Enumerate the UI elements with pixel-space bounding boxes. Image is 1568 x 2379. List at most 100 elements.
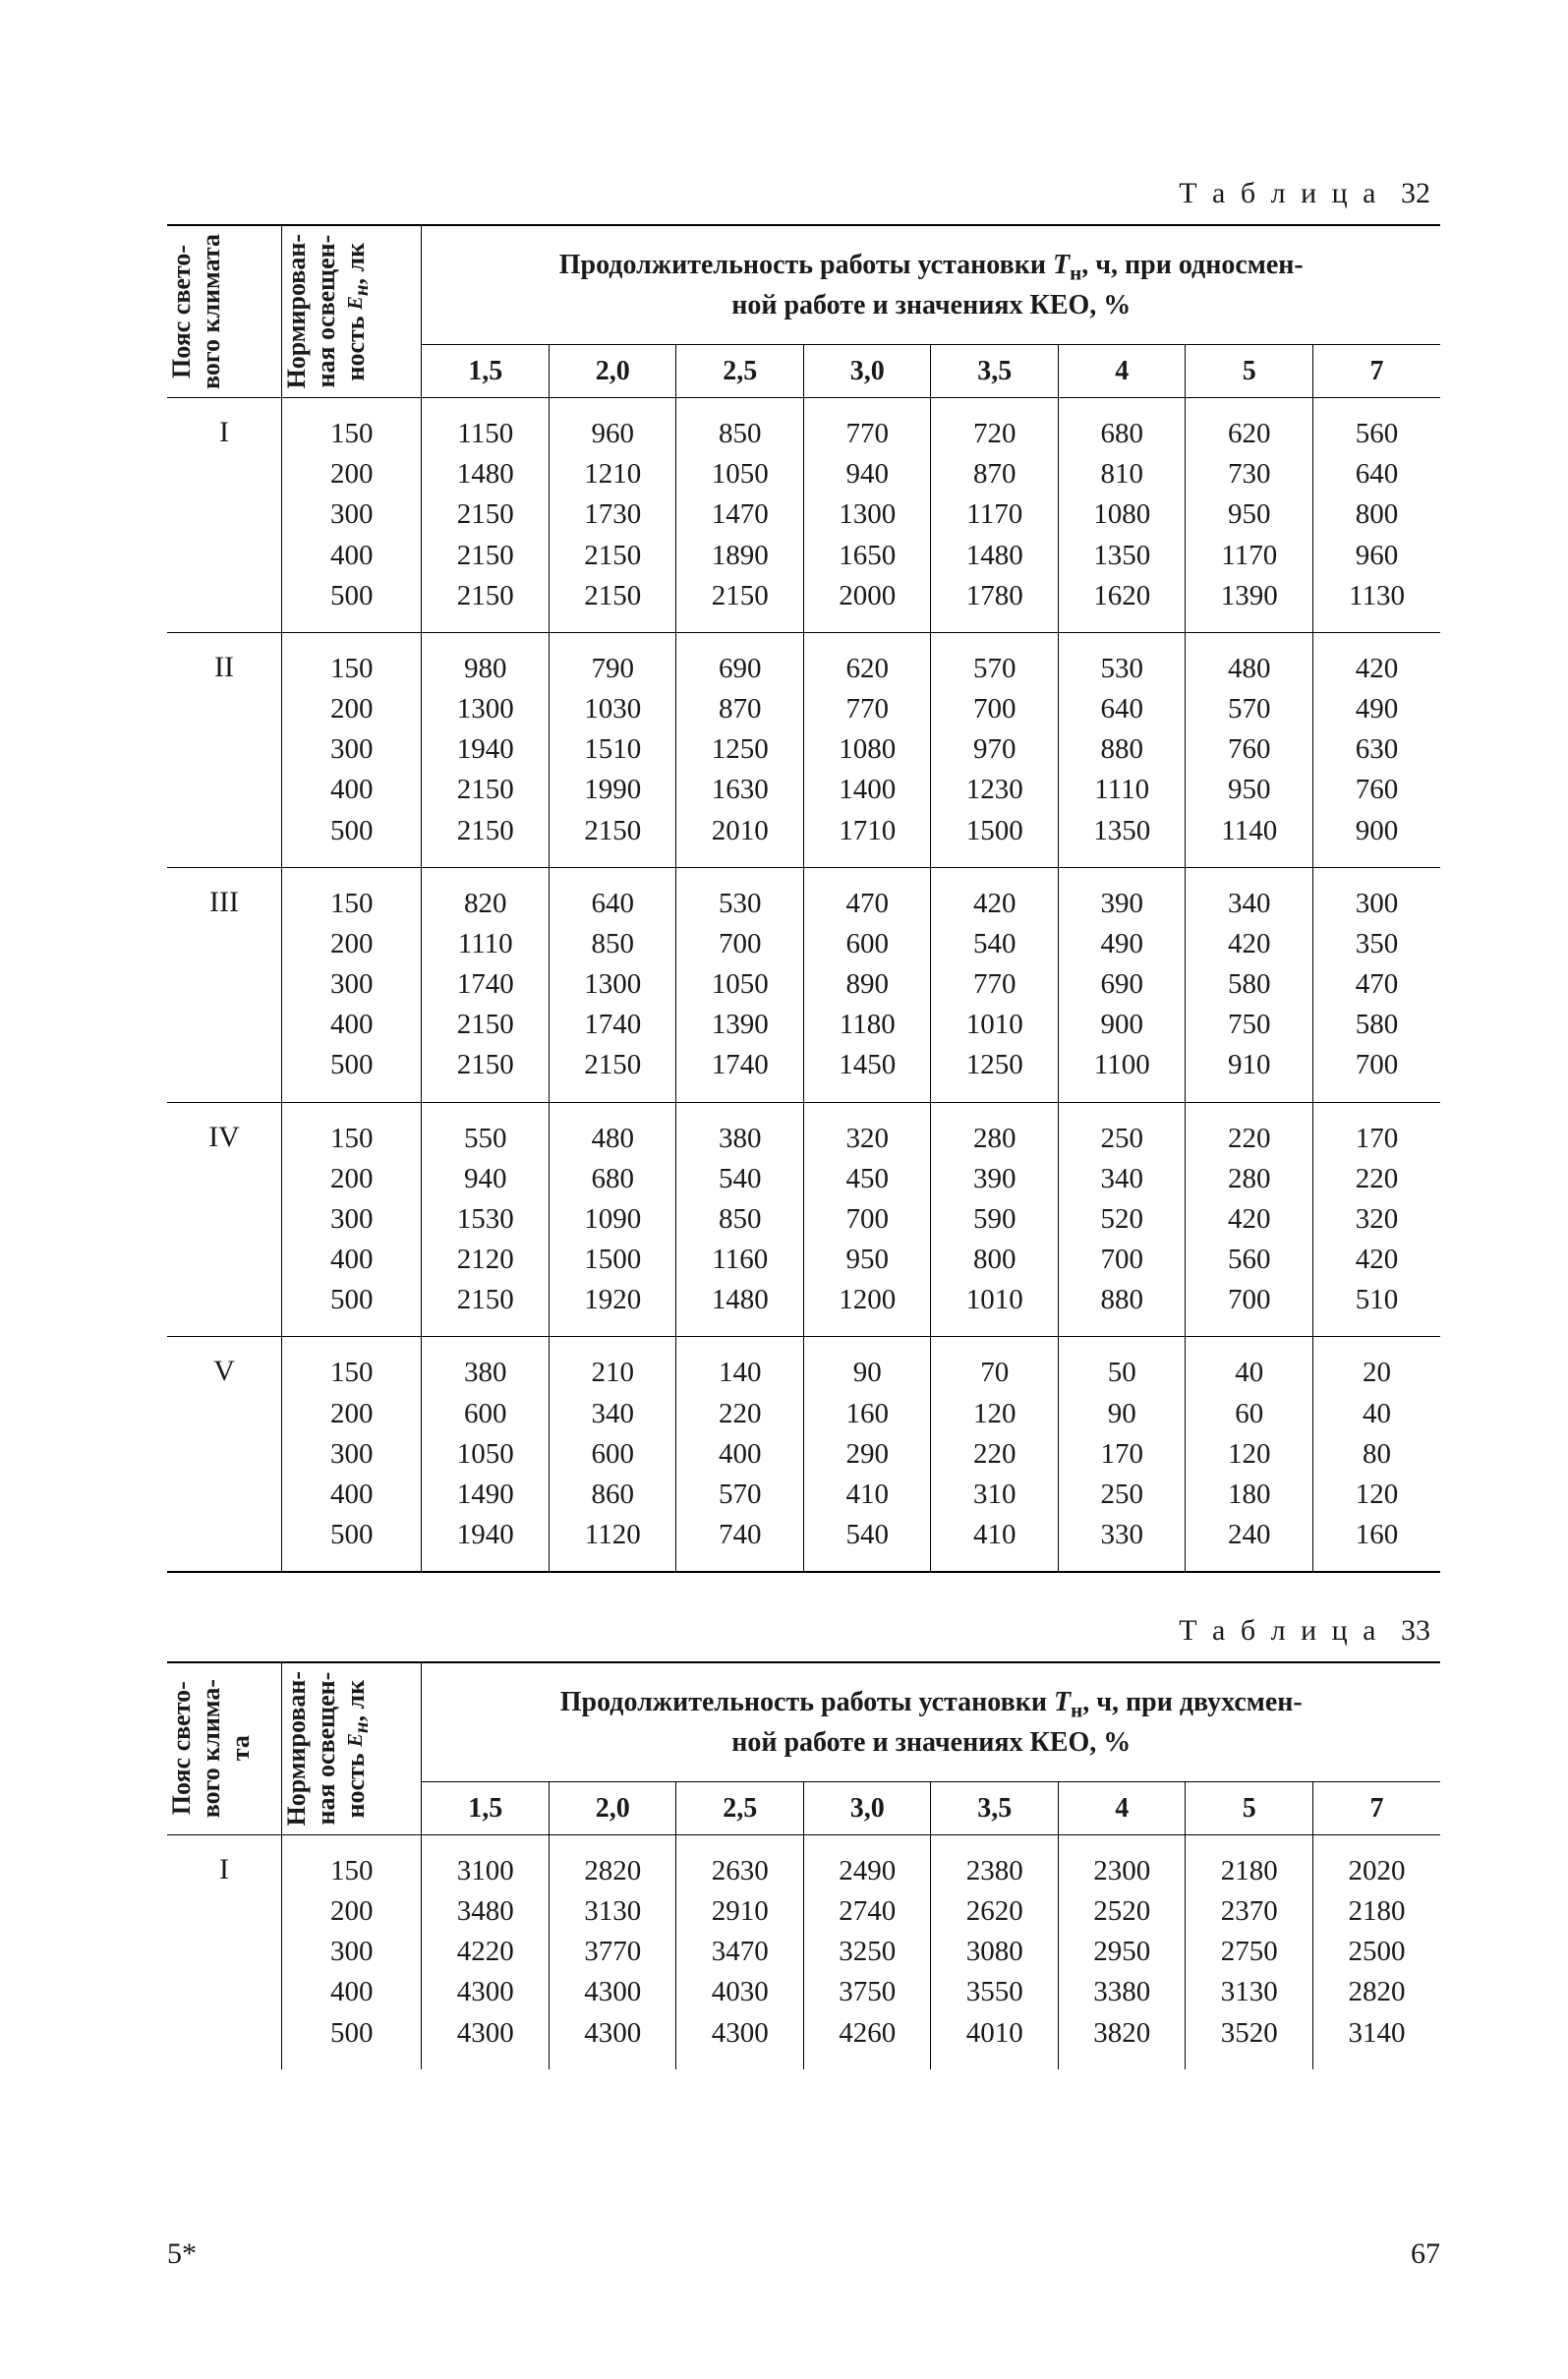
value-cell: 20202180250028203140 — [1312, 1834, 1440, 2068]
value: 2150 — [550, 576, 676, 616]
value: 2820 — [550, 1851, 676, 1891]
value-cell: 8501050147018902150 — [676, 398, 804, 633]
en-value: 500 — [282, 811, 421, 851]
value: 1250 — [931, 1045, 1058, 1085]
value: 220 — [1186, 1119, 1312, 1159]
value: 120 — [1313, 1475, 1440, 1515]
value: 2020 — [1313, 1851, 1440, 1891]
value: 1740 — [422, 964, 549, 1005]
value: 160 — [804, 1394, 931, 1434]
value: 330 — [1059, 1515, 1186, 1555]
value: 4220 — [422, 1932, 549, 1972]
value: 1080 — [804, 729, 931, 770]
value-cell: 9601210173021502150 — [549, 398, 676, 633]
value: 4300 — [550, 1972, 676, 2012]
caption-num: 32 — [1401, 177, 1430, 209]
value: 1480 — [931, 536, 1058, 576]
en-value: 200 — [282, 454, 421, 494]
k-header: 3,0 — [803, 1782, 931, 1834]
en-value: 400 — [282, 536, 421, 576]
k-header: 4 — [1058, 1782, 1186, 1834]
en-cell: 150200300400500 — [282, 632, 422, 867]
value: 50 — [1059, 1353, 1186, 1393]
value: 1080 — [1059, 494, 1186, 535]
value: 620 — [1186, 414, 1312, 454]
value: 530 — [676, 884, 803, 924]
value: 2150 — [422, 811, 549, 851]
value: 810 — [1059, 454, 1186, 494]
en-value: 300 — [282, 1434, 421, 1475]
value: 2950 — [1059, 1932, 1186, 1972]
en-value: 400 — [282, 1005, 421, 1045]
value: 210 — [550, 1353, 676, 1393]
value: 340 — [550, 1394, 676, 1434]
value: 4010 — [931, 2013, 1058, 2054]
value: 980 — [422, 649, 549, 689]
value: 280 — [1186, 1159, 1312, 1199]
value: 2750 — [1186, 1932, 1312, 1972]
value: 540 — [676, 1159, 803, 1199]
col2-header: Нормирован- ная освещен- ность Eн, лк — [282, 1662, 422, 1834]
value: 600 — [804, 924, 931, 964]
value: 1450 — [804, 1045, 931, 1085]
value: 970 — [931, 729, 1058, 770]
value: 1390 — [1186, 576, 1312, 616]
value: 220 — [1313, 1159, 1440, 1199]
value-cell: 380600105014901940 — [422, 1337, 550, 1572]
k-header: 2,0 — [549, 345, 676, 398]
k-header: 7 — [1312, 1782, 1440, 1834]
value: 1350 — [1059, 811, 1186, 851]
col2-header: Нормирован- ная освещен- ность Eн, лк — [282, 225, 422, 398]
value-cell: 53064088011101350 — [1058, 632, 1186, 867]
value-cell: 57070097012301500 — [931, 632, 1059, 867]
value-cell: 170220320420510 — [1312, 1102, 1440, 1337]
value: 470 — [1313, 964, 1440, 1005]
value-cell: 220280420560700 — [1186, 1102, 1313, 1337]
zone-cell: I — [167, 1834, 282, 2068]
value-cell: 24902740325037504260 — [803, 1834, 931, 2068]
value: 170 — [1313, 1119, 1440, 1159]
value: 2300 — [1059, 1851, 1186, 1891]
value: 950 — [1186, 770, 1312, 810]
value-cell: 90160290410540 — [803, 1337, 931, 1572]
zone-cell: III — [167, 867, 282, 1102]
value: 1780 — [931, 576, 1058, 616]
value: 1470 — [676, 494, 803, 535]
value-cell: 62073095011701390 — [1186, 398, 1313, 633]
en-value: 500 — [282, 1515, 421, 1555]
en-value: 400 — [282, 770, 421, 810]
en-value: 150 — [282, 649, 421, 689]
value: 40 — [1313, 1394, 1440, 1434]
value: 550 — [422, 1119, 549, 1159]
table-body: I150200300400500115014802150215021509601… — [167, 398, 1440, 1573]
value: 2120 — [422, 1240, 549, 1280]
value: 340 — [1059, 1159, 1186, 1199]
en-value: 500 — [282, 1045, 421, 1085]
en-value: 200 — [282, 1891, 421, 1932]
span-header: Продолжительность работы установки Tн, ч… — [422, 1662, 1440, 1782]
value: 1730 — [550, 494, 676, 535]
value: 880 — [1059, 1280, 1186, 1320]
value: 160 — [1313, 1515, 1440, 1555]
value: 880 — [1059, 729, 1186, 770]
value: 1050 — [422, 1434, 549, 1475]
value: 760 — [1186, 729, 1312, 770]
value: 560 — [1186, 1240, 1312, 1280]
value: 570 — [1186, 689, 1312, 729]
value: 760 — [1313, 770, 1440, 810]
value: 1170 — [931, 494, 1058, 535]
value: 120 — [931, 1394, 1058, 1434]
value-cell: 5606408009601130 — [1312, 398, 1440, 633]
page-footer: 5* 67 — [167, 2237, 1440, 2271]
value: 770 — [931, 964, 1058, 1005]
value-cell: 620770108014001710 — [803, 632, 931, 867]
value: 480 — [550, 1119, 676, 1159]
value-cell: 11501480215021502150 — [422, 398, 550, 633]
value: 940 — [804, 454, 931, 494]
value-cell: 28203130377043004300 — [549, 1834, 676, 2068]
value: 570 — [931, 649, 1058, 689]
value: 860 — [550, 1475, 676, 1515]
value: 3550 — [931, 1972, 1058, 2012]
value: 1110 — [422, 924, 549, 964]
value: 1940 — [422, 1515, 549, 1555]
